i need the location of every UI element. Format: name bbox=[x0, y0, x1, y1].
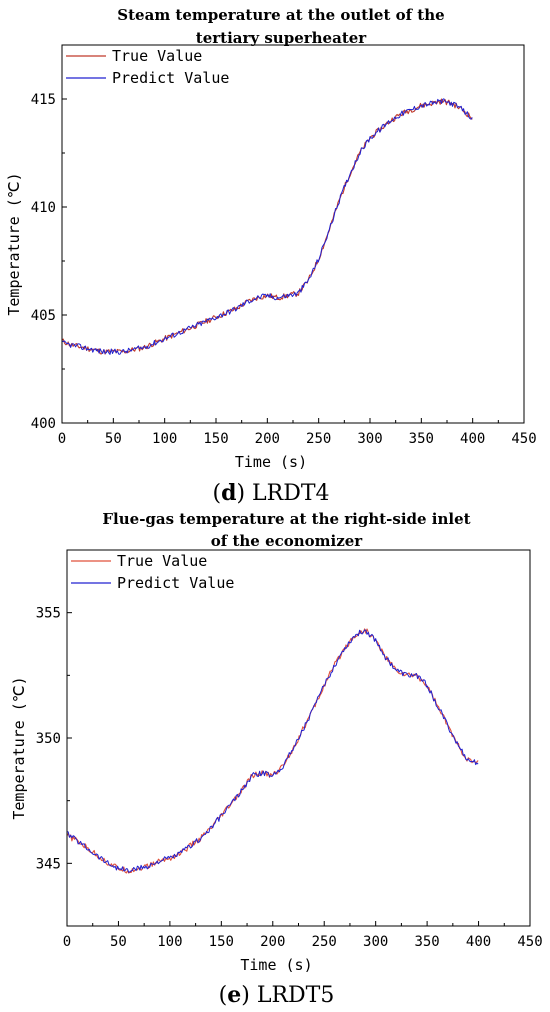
x-tick-label: 400 bbox=[466, 934, 491, 950]
x-tick-label: 150 bbox=[209, 934, 234, 950]
caption-paren-close: ) bbox=[236, 481, 252, 506]
series-line-true-value bbox=[67, 628, 479, 874]
x-tick-label: 50 bbox=[110, 934, 127, 950]
x-tick-label: 0 bbox=[63, 934, 71, 950]
x-tick-label: 400 bbox=[460, 431, 485, 447]
caption-letter: d bbox=[221, 480, 236, 506]
series-line-predict-value bbox=[62, 98, 473, 355]
x-tick-label: 100 bbox=[152, 431, 177, 447]
legend-label-predict-value: Predict Value bbox=[117, 574, 234, 592]
y-axis-label: Temperature (℃) bbox=[5, 172, 23, 315]
caption-paren-open: ( bbox=[212, 481, 221, 506]
legend-label-true-value: True Value bbox=[112, 47, 202, 65]
series-group bbox=[67, 628, 479, 874]
caption-letter: e bbox=[227, 982, 241, 1008]
y-tick-label: 355 bbox=[36, 606, 61, 622]
caption-text: LRDT4 bbox=[252, 481, 329, 506]
y-tick-label: 415 bbox=[31, 92, 56, 108]
legend: True Value Predict Value bbox=[66, 47, 229, 87]
y-tick-label: 350 bbox=[36, 731, 61, 747]
chart-title-line1: Steam temperature at the outlet of the bbox=[117, 6, 444, 24]
series-line-predict-value bbox=[67, 629, 479, 873]
chart-2: Flue-gas temperature at the right-side i… bbox=[10, 510, 543, 1008]
x-tick-label: 350 bbox=[409, 431, 434, 447]
y-tick-label: 400 bbox=[31, 416, 56, 432]
x-tick-label: 450 bbox=[511, 431, 536, 447]
x-axis-label: Time (s) bbox=[240, 956, 312, 974]
chart-title-line2: of the economizer bbox=[211, 532, 364, 550]
x-tick-label: 200 bbox=[255, 431, 280, 447]
x-tick-label: 100 bbox=[157, 934, 182, 950]
legend-label-predict-value: Predict Value bbox=[112, 69, 229, 87]
series-line-true-value bbox=[62, 98, 473, 355]
plot-frame bbox=[61, 44, 525, 424]
y-tick-label: 405 bbox=[31, 308, 56, 324]
x-tick-label: 250 bbox=[312, 934, 337, 950]
figure-caption: (d) LRDT4 bbox=[212, 480, 329, 506]
x-tick-label: 150 bbox=[203, 431, 228, 447]
caption-text: LRDT5 bbox=[257, 983, 334, 1008]
chart-title-line1: Flue-gas temperature at the right-side i… bbox=[102, 510, 470, 528]
figure-caption: (e) LRDT5 bbox=[219, 982, 335, 1008]
x-tick-label: 450 bbox=[517, 934, 542, 950]
caption-paren-open: ( bbox=[219, 983, 228, 1008]
caption-paren-close: ) bbox=[241, 983, 257, 1008]
chart-title-line2: tertiary superheater bbox=[196, 29, 367, 47]
x-tick-label: 50 bbox=[105, 431, 122, 447]
legend-label-true-value: True Value bbox=[117, 552, 207, 570]
x-tick-label: 200 bbox=[260, 934, 285, 950]
x-tick-label: 350 bbox=[414, 934, 439, 950]
series-group bbox=[62, 98, 473, 355]
x-axis-label: Time (s) bbox=[235, 453, 307, 471]
chart-1: Steam temperature at the outlet of the te… bbox=[5, 6, 537, 506]
x-tick-label: 0 bbox=[58, 431, 66, 447]
y-tick-label: 345 bbox=[36, 856, 61, 872]
x-tick-label: 250 bbox=[306, 431, 331, 447]
y-axis-label: Temperature (℃) bbox=[10, 676, 28, 819]
legend: True Value Predict Value bbox=[71, 552, 234, 592]
x-tick-label: 300 bbox=[363, 934, 388, 950]
x-tick-label: 300 bbox=[357, 431, 382, 447]
y-tick-label: 410 bbox=[31, 200, 56, 216]
